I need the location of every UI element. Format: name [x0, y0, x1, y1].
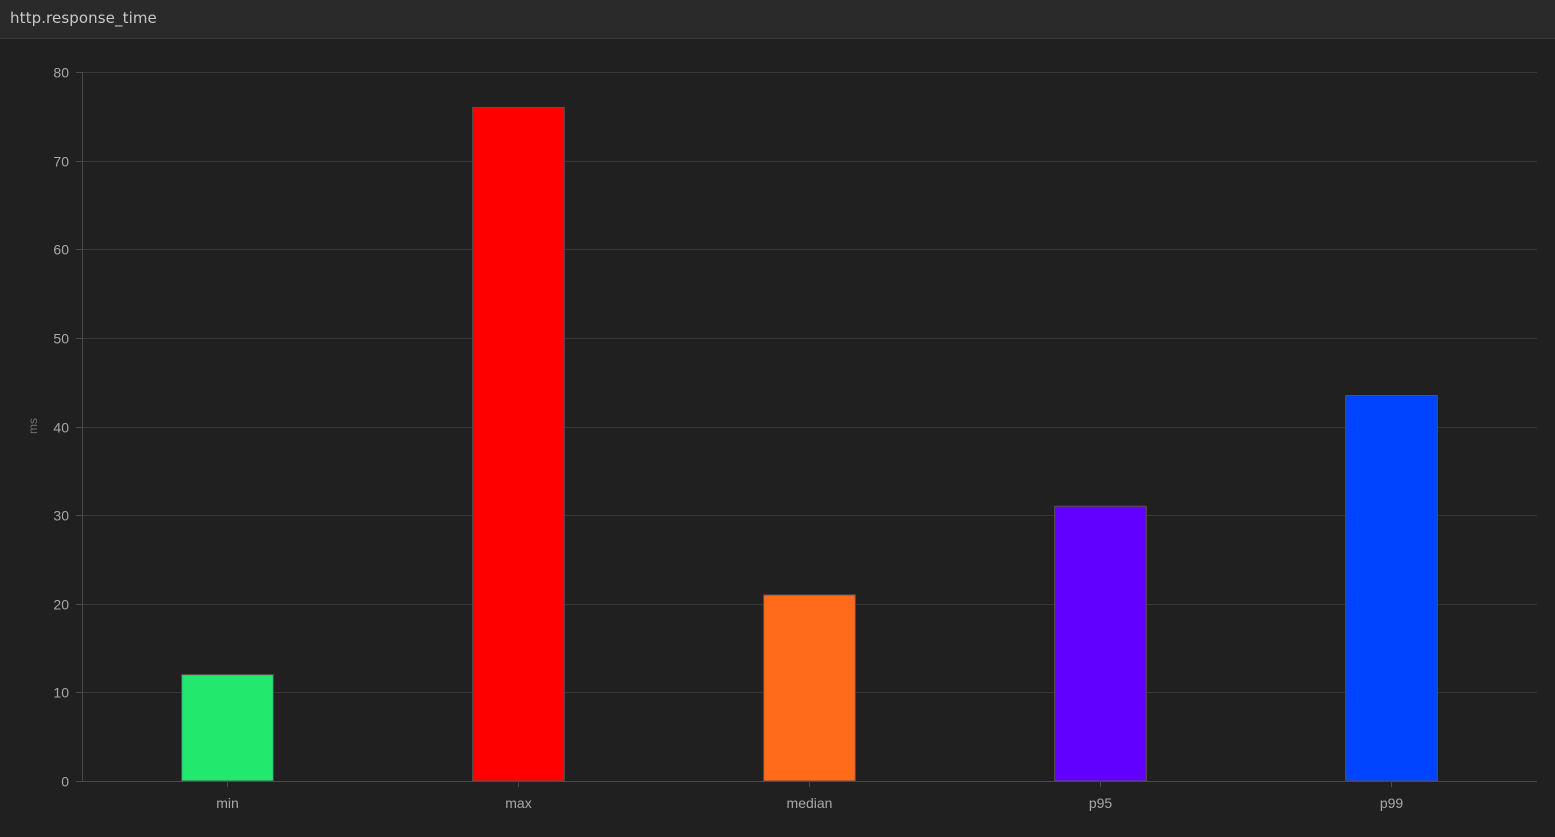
panel-header: http.response_time: [0, 0, 1555, 39]
y-tick-label: 50: [53, 331, 69, 347]
bar-max[interactable]: [472, 106, 565, 782]
panel-title: http.response_time: [10, 9, 157, 27]
bar-p99[interactable]: [1345, 394, 1438, 782]
axes: [76, 72, 1537, 787]
bar-p95[interactable]: [1054, 505, 1147, 782]
y-axis-label: ms: [26, 418, 40, 434]
bar-median[interactable]: [763, 594, 856, 782]
y-tick-label: 70: [53, 154, 69, 170]
y-tick-label: 40: [53, 420, 69, 436]
y-tick-label: 10: [53, 685, 69, 701]
y-tick-label: 80: [53, 65, 69, 81]
x-tick-labels: min max median p95 p99: [216, 795, 1403, 811]
bar-min[interactable]: [181, 674, 274, 782]
x-tick-label-p99: p99: [1380, 795, 1404, 811]
y-tick-label: 20: [53, 597, 69, 613]
x-tick-label-min: min: [216, 795, 239, 811]
x-tick-label-p95: p95: [1089, 795, 1113, 811]
y-tick-label: 60: [53, 242, 69, 258]
x-tick-label-max: max: [505, 795, 531, 811]
y-tick-label: 30: [53, 508, 69, 524]
x-tick-label-median: median: [787, 795, 833, 811]
y-tick-labels: 0 10 20 30 40 50 60 70 80: [53, 65, 69, 790]
bars: [181, 106, 1438, 782]
y-tick-label: 0: [61, 774, 69, 790]
